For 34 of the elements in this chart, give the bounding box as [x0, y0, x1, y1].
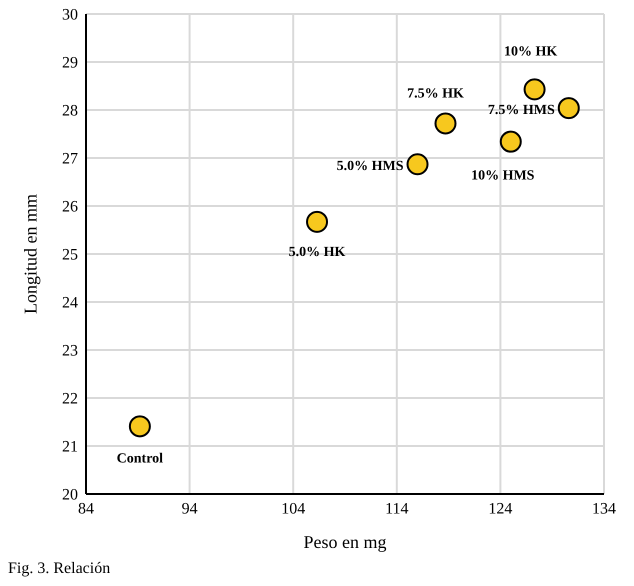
x-tick-label: 114	[385, 500, 409, 518]
y-tick-label: 27	[62, 150, 78, 168]
annotation: Control	[116, 451, 164, 466]
y-tick-label: 26	[62, 198, 78, 216]
caption: Fig. 3. Relación	[8, 560, 112, 578]
point	[524, 78, 546, 100]
point	[306, 210, 328, 233]
y-tick-label: 24	[62, 294, 78, 312]
y-tick-label: 23	[62, 342, 78, 360]
x-axis-title: Peso en mg	[304, 532, 386, 552]
y-tick-label: 29	[62, 54, 78, 72]
annotation: 7.5% HK	[407, 86, 464, 102]
y-tick-label: 20	[62, 486, 78, 504]
x-tick-label: 104	[281, 500, 306, 518]
y-tick-label: 30	[62, 6, 78, 24]
annotation: 5.0% HMS	[336, 159, 404, 174]
x-tick-label: 124	[488, 500, 512, 518]
annotation: 10% HMS	[471, 168, 535, 184]
y-tick-label: 21	[62, 438, 78, 456]
annotation: 7.5% HMS	[488, 103, 555, 118]
y-tick-label: 25	[62, 246, 78, 264]
point	[434, 112, 456, 134]
point	[558, 97, 580, 120]
x-tick-label: 84	[78, 500, 94, 518]
x-tick-label: 94	[182, 500, 198, 518]
annotation: 10% HK	[504, 44, 558, 60]
y-tick-label: 28	[62, 102, 78, 120]
annotation: 5.0% HK	[288, 244, 346, 260]
x-tick-label: 134	[592, 500, 616, 518]
y-tick-label: 22	[62, 390, 78, 408]
y-axis-title: Longitud en mm	[20, 194, 40, 314]
point	[406, 153, 429, 176]
point	[500, 130, 522, 153]
point	[128, 415, 151, 438]
